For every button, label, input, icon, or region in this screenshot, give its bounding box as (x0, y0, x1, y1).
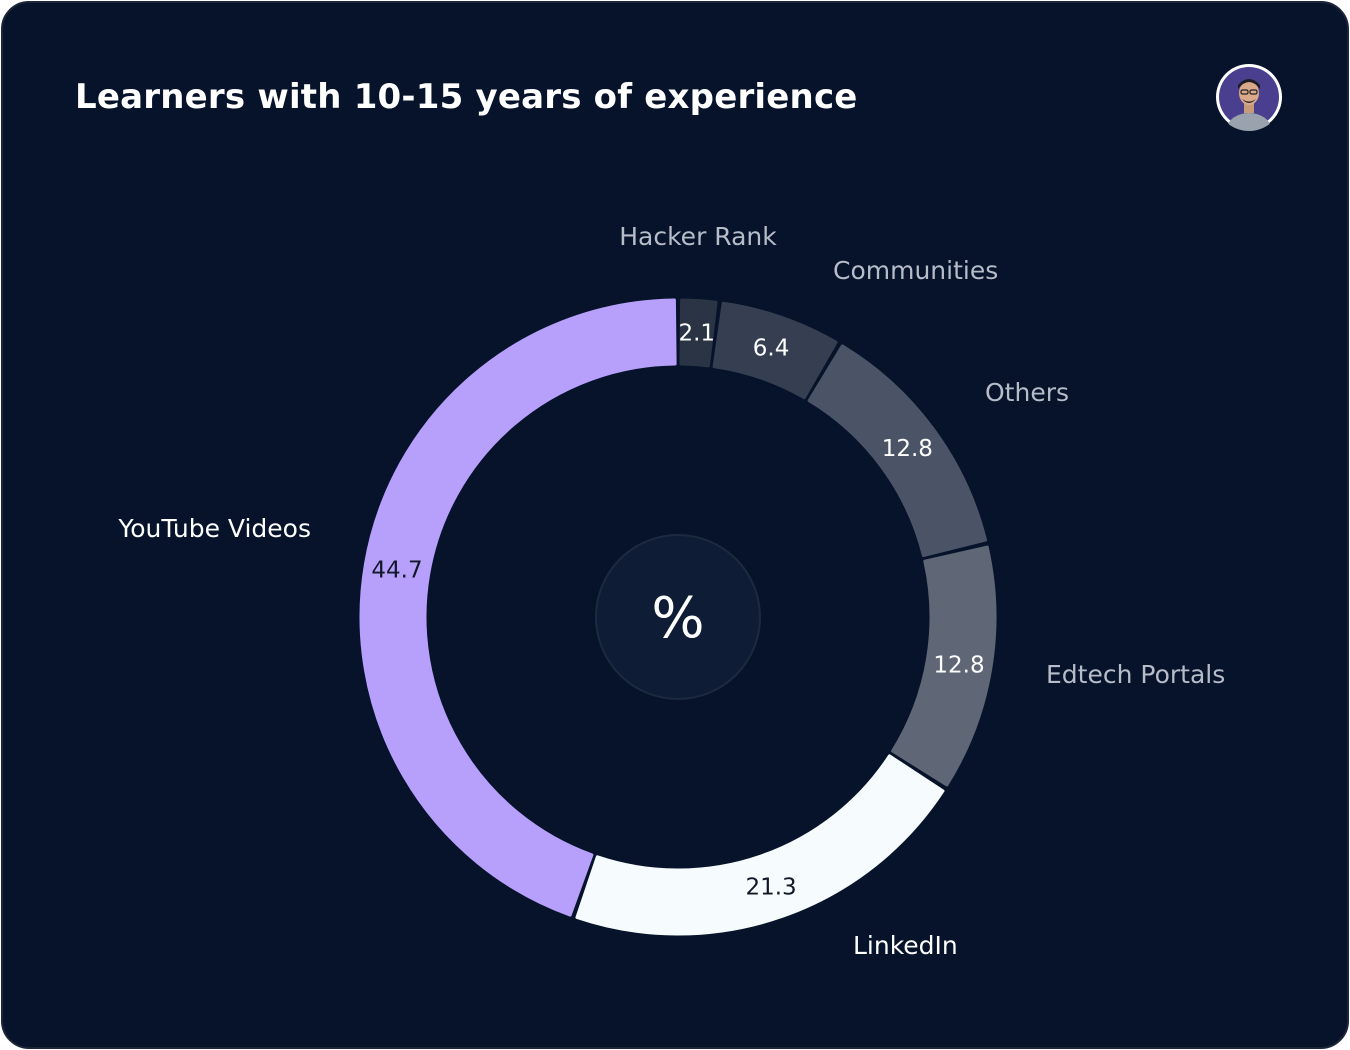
category-label-youtube-videos: YouTube Videos (117, 514, 311, 543)
slice-linkedin[interactable] (575, 754, 945, 936)
avatar-image (1216, 64, 1282, 131)
category-label-edtech-portals: Edtech Portals (1046, 660, 1225, 689)
center-circle (595, 534, 761, 700)
page-title: Learners with 10-15 years of experience (75, 77, 858, 117)
slice-communities[interactable] (712, 301, 838, 400)
value-label-communities: 6.4 (753, 336, 790, 362)
value-label-youtube-videos: 44.7 (371, 557, 422, 583)
slice-hacker-rank[interactable] (679, 298, 718, 368)
value-labels-group: 2.1 6.4 12.8 12.8 21.3 44.7 (371, 321, 984, 901)
value-label-hacker-rank: 2.1 (678, 321, 715, 347)
slices-group (359, 298, 997, 936)
value-label-linkedin: 21.3 (745, 874, 796, 900)
value-label-edtech-portals: 12.8 (933, 653, 984, 679)
category-labels-group: Hacker Rank Communities Others Edtech Porta… (117, 222, 1225, 960)
percent-symbol: % (651, 586, 704, 651)
category-label-others: Others (985, 378, 1069, 407)
slice-others[interactable] (807, 344, 988, 558)
category-label-communities: Communities (833, 256, 998, 285)
category-label-linkedin: LinkedIn (853, 931, 958, 960)
slice-edtech-portals[interactable] (891, 545, 997, 787)
slice-youtube-videos[interactable] (359, 298, 677, 917)
category-label-hacker-rank: Hacker Rank (619, 222, 777, 251)
value-label-others: 12.8 (882, 436, 933, 462)
donut-chart: 2.1 6.4 12.8 12.8 21.3 44.7 Hacker Rank Commun… (117, 222, 1225, 960)
user-avatar-icon[interactable] (1215, 63, 1283, 131)
